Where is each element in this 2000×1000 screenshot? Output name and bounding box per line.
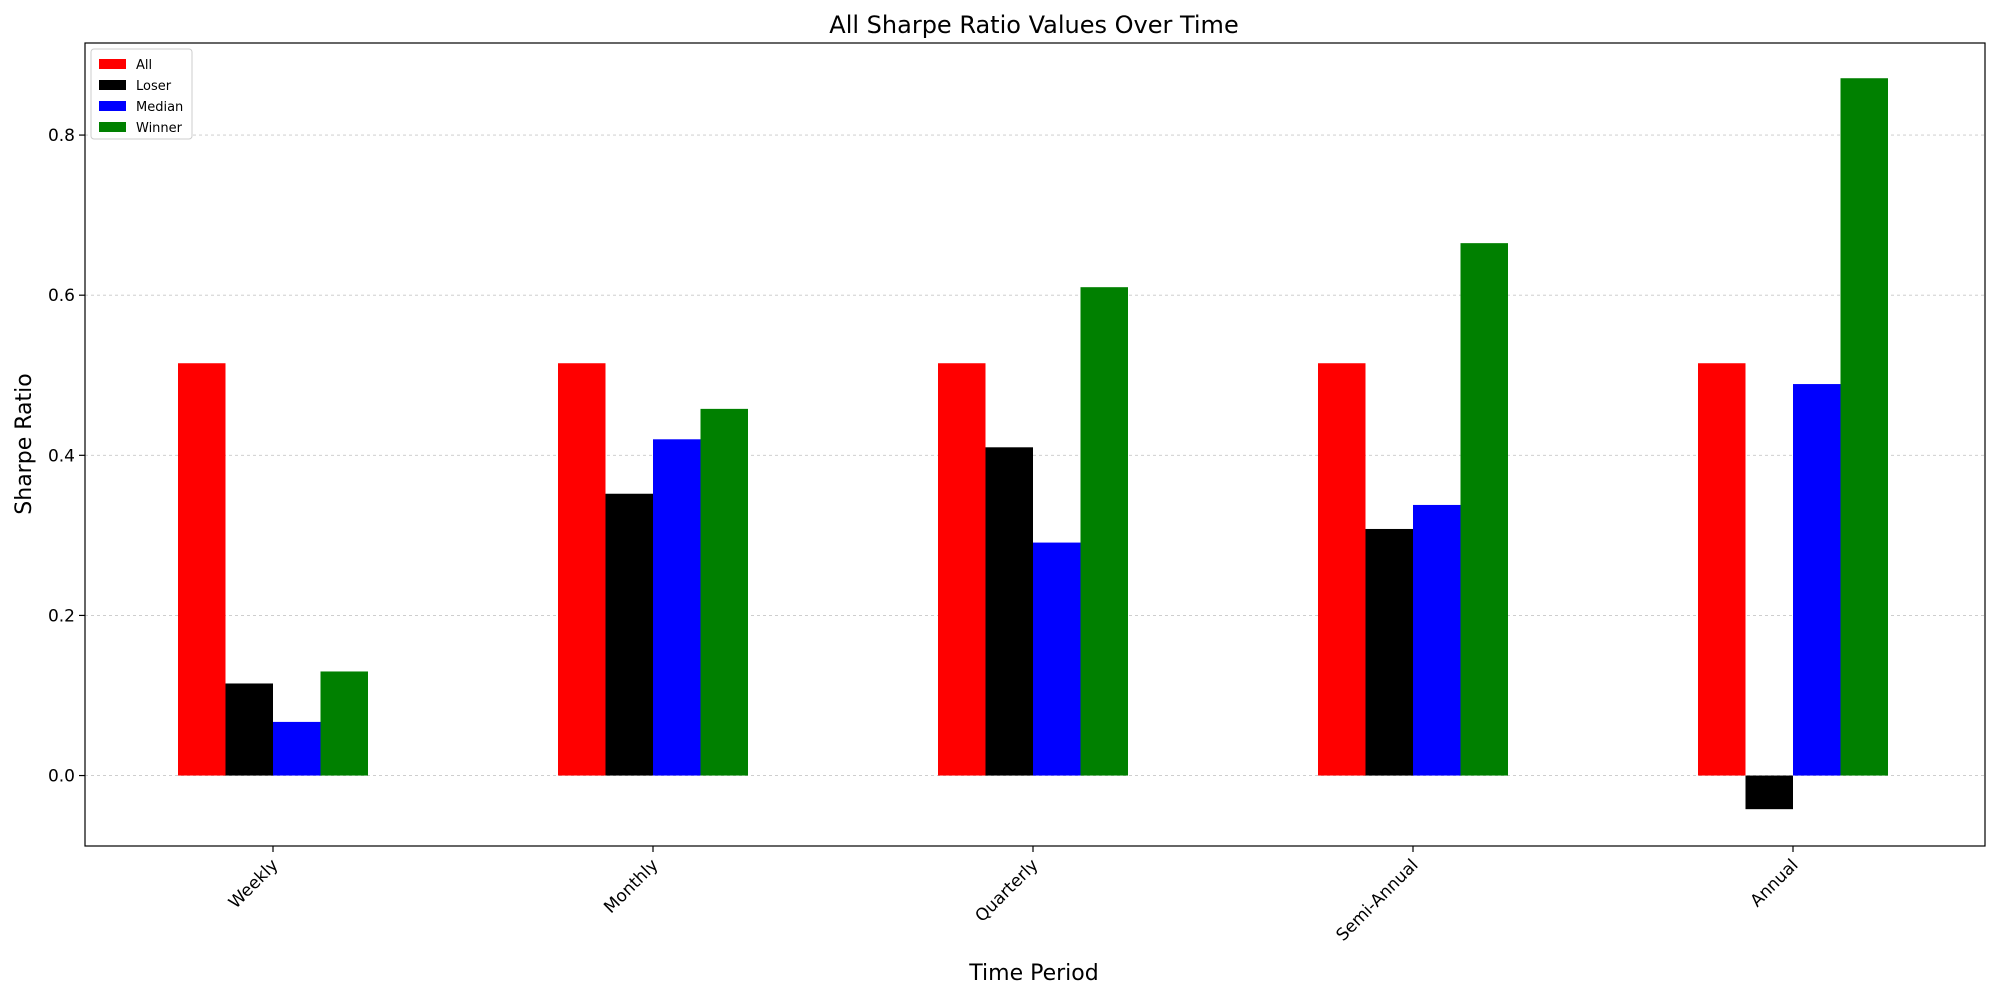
bar-all-quarterly — [938, 363, 986, 776]
legend-box — [90, 48, 193, 140]
legend-swatch-median — [99, 101, 126, 111]
x-tick-label: Monthly — [600, 855, 662, 917]
bar-loser-quarterly — [985, 447, 1033, 776]
y-tick-label: 0.8 — [48, 126, 75, 146]
bars — [178, 78, 1888, 810]
bar-winner-quarterly — [1080, 287, 1128, 776]
bar-all-monthly — [558, 363, 606, 776]
y-tick-label: 0.4 — [48, 446, 75, 466]
bar-loser-semi-annual — [1365, 528, 1413, 776]
bar-median-monthly — [653, 439, 701, 776]
x-axis-ticks: Weekly Monthly Quarterly Semi-Annual Annual — [225, 846, 1803, 945]
bar-winner-weekly — [320, 671, 368, 776]
bar-all-weekly — [178, 363, 226, 776]
bar-loser-monthly — [605, 493, 653, 776]
bar-median-annual — [1793, 384, 1841, 776]
x-tick-label: Semi-Annual — [1332, 855, 1422, 945]
x-axis-title: Time Period — [968, 961, 1098, 986]
y-tick-label: 0.0 — [48, 767, 75, 787]
y-axis-title: Sharpe Ratio — [12, 373, 37, 514]
bar-median-quarterly — [1033, 542, 1081, 776]
x-tick-label: Weekly — [225, 855, 283, 913]
legend-label-winner: Winner — [136, 121, 183, 136]
x-tick-label: Annual — [1747, 855, 1803, 911]
legend-label-loser: Loser — [136, 79, 172, 94]
y-tick-label: 0.2 — [48, 606, 75, 626]
bar-loser-weekly — [225, 683, 273, 776]
y-tick-label: 0.6 — [48, 286, 75, 306]
bar-winner-monthly — [700, 408, 748, 776]
legend-label-all: All — [136, 58, 152, 73]
bar-winner-annual — [1840, 78, 1888, 776]
bar-loser-annual — [1745, 775, 1793, 810]
bar-winner-semi-annual — [1460, 243, 1508, 776]
legend-label-median: Median — [136, 100, 183, 115]
x-tick-label: Quarterly — [971, 855, 1042, 926]
legend-swatch-winner — [99, 122, 126, 132]
chart-title: All Sharpe Ratio Values Over Time — [829, 11, 1238, 39]
bar-median-weekly — [273, 721, 321, 776]
y-axis-ticks: 0.0 0.2 0.4 0.6 0.8 — [48, 126, 85, 787]
legend: All Loser Median Winner — [90, 48, 193, 140]
bar-all-annual — [1698, 363, 1746, 776]
bar-median-semi-annual — [1413, 504, 1461, 776]
legend-swatch-loser — [99, 80, 126, 90]
legend-swatch-all — [99, 59, 126, 69]
plot-frame — [84, 42, 1986, 847]
bar-all-semi-annual — [1318, 363, 1366, 776]
